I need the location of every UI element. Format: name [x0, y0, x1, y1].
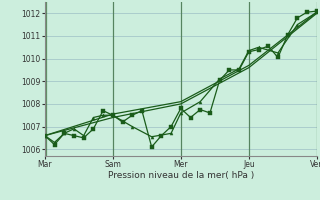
X-axis label: Pression niveau de la mer( hPa ): Pression niveau de la mer( hPa ) — [108, 171, 254, 180]
